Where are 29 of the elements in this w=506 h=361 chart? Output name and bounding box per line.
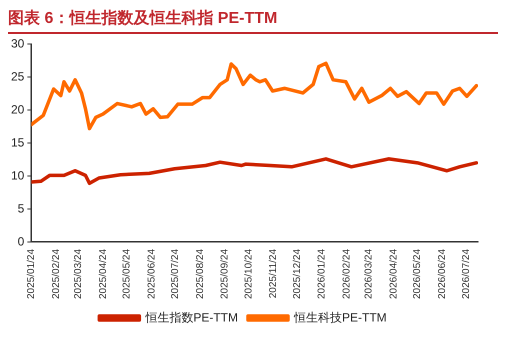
x-tick-label: 2026/02/24 xyxy=(341,248,352,300)
x-tick-label: 2025/02/24 xyxy=(50,248,62,300)
y-tick-label: 15 xyxy=(10,135,25,150)
x-tick-label: 2025/06/24 xyxy=(146,248,158,300)
x-tick-label: 2026/04/24 xyxy=(388,248,400,300)
y-tick-label: 10 xyxy=(10,168,25,182)
x-tick-label: 2025/12/24 xyxy=(292,248,304,300)
x-tick-label: 2025/09/24 xyxy=(220,248,231,300)
y-tick-label: 20 xyxy=(10,102,25,116)
y-tick-label: 25 xyxy=(10,69,25,84)
y-tick-label: 30 xyxy=(10,36,25,51)
x-tick-label: 2025/05/24 xyxy=(122,248,133,300)
x-tick-label: 2025/01/24 xyxy=(26,248,38,300)
x-tick-label: 2026/06/24 xyxy=(436,248,448,300)
x-tick-label: 2025/03/24 xyxy=(73,248,84,300)
y-tick-label: 5 xyxy=(18,201,25,216)
x-tick-label: 2025/10/24 xyxy=(243,248,254,300)
legend-label: 恒生指数PE-TTM xyxy=(144,310,238,324)
x-tick-label: 2025/08/24 xyxy=(194,248,206,300)
chart-title: 图表 6：恒生指数及恒生科指 PE-TTM xyxy=(8,8,498,34)
x-tick-label: 2026/05/24 xyxy=(412,248,424,300)
legend-label: 恒生科技PE-TTM xyxy=(293,310,387,324)
x-tick-label: 2025/07/24 xyxy=(170,248,182,300)
x-tick-label: 2026/03/24 xyxy=(364,248,375,300)
x-tick-label: 2026/07/24 xyxy=(460,248,472,300)
x-tick-label: 2025/11/24 xyxy=(268,248,280,298)
x-tick-label: 2026/01/24 xyxy=(316,248,328,300)
x-tick-label: 2025/04/24 xyxy=(98,248,109,300)
y-tick-label: 0 xyxy=(18,234,25,248)
